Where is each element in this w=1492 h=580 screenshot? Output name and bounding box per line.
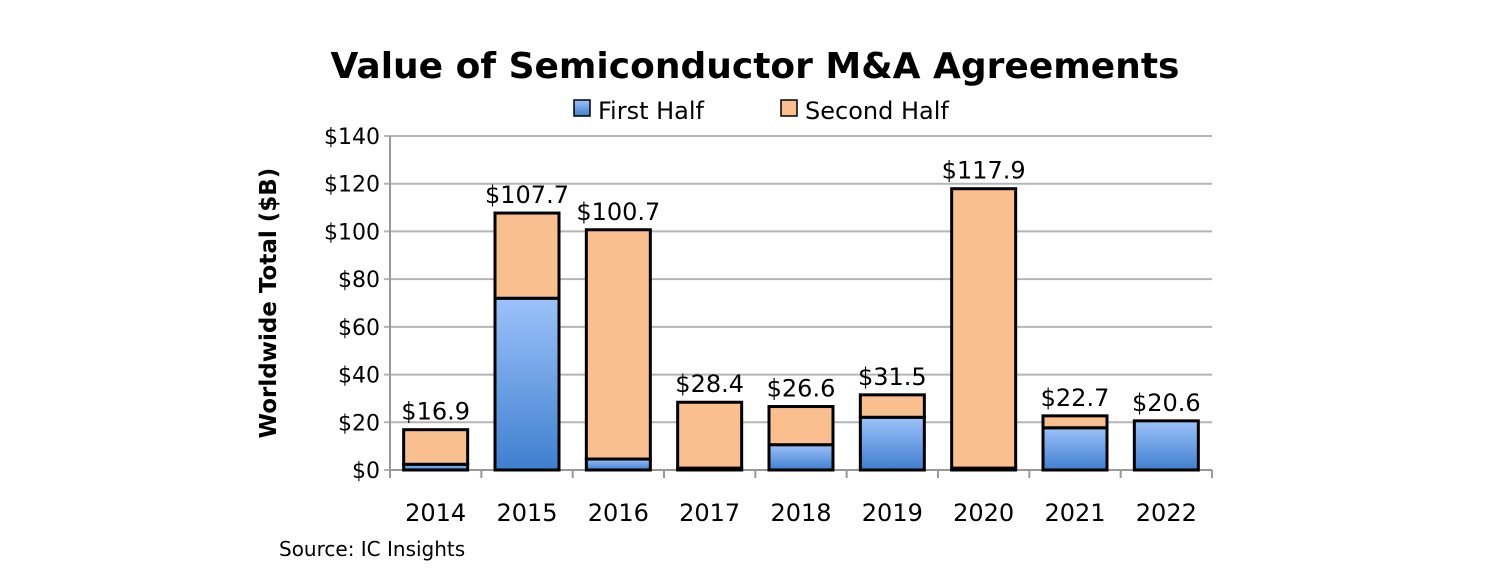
y-tick-label: $20: [338, 411, 380, 436]
legend: First Half Second Half: [573, 97, 949, 125]
bar-first-half-2019: [858, 415, 926, 472]
data-label-total-2021: $22.7: [1041, 384, 1110, 412]
y-tick-label: $120: [324, 173, 380, 198]
bar-first-half-2016: [584, 457, 652, 472]
data-label-total-2014: $16.9: [401, 398, 470, 426]
bar-second-half-2017: [676, 400, 744, 470]
x-tick-label: 2017: [679, 499, 740, 527]
bar-second-half-2019: [858, 393, 926, 419]
bar-second-half-2016: [584, 228, 652, 461]
bar-first-half-2018: [767, 443, 835, 472]
x-tick-label: 2021: [1044, 499, 1105, 527]
bar-first-half-2021: [1041, 426, 1109, 472]
x-tick-label: 2018: [770, 499, 831, 527]
data-label-total-2015: $107.7: [485, 181, 569, 209]
x-tick-label: 2019: [862, 499, 923, 527]
data-label-total-2018: $26.6: [767, 375, 836, 403]
data-label-total-2017: $28.4: [675, 370, 744, 398]
x-tick-label: 2014: [405, 499, 466, 527]
legend-label-first-half: First Half: [598, 97, 705, 125]
y-tick-label: $0: [352, 459, 380, 484]
source-note: Source: IC Insights: [279, 537, 465, 561]
legend-label-second-half: Second Half: [805, 97, 949, 125]
y-tick-label: $60: [338, 316, 380, 341]
bar-second-half-2020: [950, 187, 1018, 470]
y-tick-label: $100: [324, 220, 380, 245]
bar-second-half-2014: [402, 428, 470, 466]
y-tick-label: $40: [338, 364, 380, 389]
legend-swatch-first-half: [573, 99, 591, 117]
bar-second-half-2015: [493, 211, 561, 300]
data-label-total-2019: $31.5: [858, 363, 927, 391]
data-label-total-2016: $100.7: [576, 198, 660, 226]
y-tick-label: $140: [324, 125, 380, 150]
data-label-total-2022: $20.6: [1132, 389, 1201, 417]
data-label-total-2020: $117.9: [942, 157, 1026, 185]
y-axis-label: Worldwide Total ($B): [256, 168, 282, 439]
x-tick-label: 2022: [1136, 499, 1197, 527]
x-tick-label: 2016: [588, 499, 649, 527]
bar-first-half-2022: [1132, 419, 1200, 472]
legend-swatch-second-half: [780, 99, 798, 117]
bar-second-half-2021: [1041, 414, 1109, 430]
bar-second-half-2018: [767, 405, 835, 447]
chart-title: Value of Semiconductor M&A Agreements: [331, 46, 1180, 87]
y-tick-label: $80: [338, 268, 380, 293]
x-tick-label: 2015: [496, 499, 557, 527]
x-tick-label: 2020: [953, 499, 1014, 527]
bar-first-half-2015: [493, 296, 561, 472]
